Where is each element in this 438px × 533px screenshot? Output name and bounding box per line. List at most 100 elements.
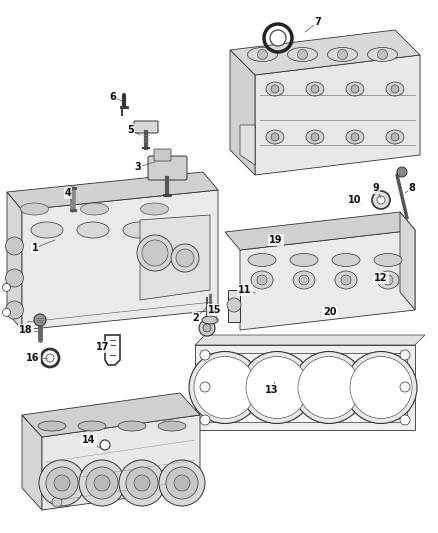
Circle shape: [6, 237, 24, 255]
Circle shape: [199, 320, 215, 336]
Text: 14: 14: [82, 435, 96, 445]
Ellipse shape: [77, 222, 109, 238]
Circle shape: [298, 357, 360, 418]
Circle shape: [350, 357, 412, 418]
Circle shape: [100, 440, 110, 450]
Circle shape: [126, 467, 158, 499]
Circle shape: [400, 415, 410, 425]
Text: 1: 1: [32, 243, 39, 253]
Circle shape: [134, 475, 150, 491]
Circle shape: [351, 133, 359, 141]
Circle shape: [119, 460, 165, 506]
Polygon shape: [203, 353, 407, 422]
Circle shape: [270, 30, 286, 46]
Polygon shape: [240, 230, 415, 330]
Polygon shape: [22, 415, 42, 510]
Polygon shape: [195, 335, 425, 345]
Circle shape: [271, 133, 279, 141]
Ellipse shape: [248, 254, 276, 266]
Text: 12: 12: [374, 273, 388, 283]
Ellipse shape: [377, 271, 399, 289]
Polygon shape: [240, 125, 255, 165]
Circle shape: [200, 415, 210, 425]
Polygon shape: [195, 345, 415, 430]
Text: 6: 6: [110, 92, 117, 102]
Ellipse shape: [251, 271, 273, 289]
Ellipse shape: [386, 130, 404, 144]
Ellipse shape: [266, 82, 284, 96]
Text: 10: 10: [348, 195, 362, 205]
Ellipse shape: [293, 271, 315, 289]
Circle shape: [351, 85, 359, 93]
Circle shape: [52, 497, 62, 507]
Circle shape: [383, 275, 393, 285]
Circle shape: [180, 475, 190, 485]
Polygon shape: [7, 192, 22, 330]
Circle shape: [142, 240, 168, 266]
Text: 5: 5: [127, 125, 134, 135]
Ellipse shape: [306, 82, 324, 96]
Polygon shape: [255, 55, 420, 175]
Text: 19: 19: [269, 235, 283, 245]
Ellipse shape: [266, 130, 284, 144]
Circle shape: [377, 196, 385, 204]
FancyBboxPatch shape: [148, 156, 187, 180]
Text: 9: 9: [373, 183, 379, 193]
Circle shape: [372, 191, 390, 209]
Ellipse shape: [123, 222, 155, 238]
Ellipse shape: [78, 421, 106, 431]
Circle shape: [46, 467, 78, 499]
Circle shape: [189, 351, 261, 424]
Circle shape: [203, 324, 211, 332]
Polygon shape: [230, 50, 255, 175]
Circle shape: [241, 351, 313, 424]
Circle shape: [54, 475, 70, 491]
Circle shape: [400, 350, 410, 360]
Circle shape: [227, 298, 241, 312]
Polygon shape: [7, 172, 218, 210]
Circle shape: [391, 133, 399, 141]
Text: 17: 17: [96, 342, 110, 352]
Circle shape: [271, 85, 279, 93]
Circle shape: [246, 357, 308, 418]
Text: 3: 3: [134, 162, 141, 172]
Circle shape: [378, 50, 388, 60]
Circle shape: [341, 275, 351, 285]
Circle shape: [397, 167, 407, 177]
Polygon shape: [228, 290, 240, 322]
Circle shape: [3, 284, 11, 292]
Polygon shape: [230, 30, 420, 75]
Polygon shape: [225, 212, 415, 250]
Polygon shape: [42, 415, 200, 510]
Circle shape: [297, 50, 307, 60]
Ellipse shape: [386, 82, 404, 96]
Text: 15: 15: [208, 305, 222, 315]
Circle shape: [166, 467, 198, 499]
Ellipse shape: [118, 421, 146, 431]
Text: 2: 2: [193, 313, 199, 323]
FancyBboxPatch shape: [134, 121, 158, 133]
Ellipse shape: [81, 203, 109, 215]
Text: 4: 4: [65, 188, 71, 198]
Circle shape: [258, 50, 268, 60]
Circle shape: [34, 314, 46, 326]
Ellipse shape: [306, 130, 324, 144]
Circle shape: [257, 275, 267, 285]
Circle shape: [79, 460, 125, 506]
Ellipse shape: [169, 222, 201, 238]
Circle shape: [176, 249, 194, 267]
Polygon shape: [400, 212, 415, 310]
Ellipse shape: [290, 254, 318, 266]
Text: 7: 7: [314, 17, 321, 27]
Ellipse shape: [247, 47, 278, 61]
Circle shape: [39, 460, 85, 506]
Ellipse shape: [158, 421, 186, 431]
FancyBboxPatch shape: [154, 149, 171, 161]
Circle shape: [311, 133, 319, 141]
Circle shape: [171, 244, 199, 272]
Ellipse shape: [202, 316, 218, 324]
Circle shape: [391, 85, 399, 93]
Ellipse shape: [21, 203, 49, 215]
Circle shape: [299, 275, 309, 285]
Circle shape: [159, 460, 205, 506]
